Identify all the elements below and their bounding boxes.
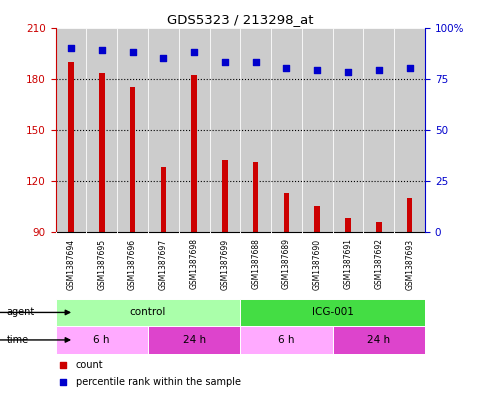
Text: 6 h: 6 h — [94, 335, 110, 345]
Bar — [284, 193, 289, 232]
Bar — [160, 167, 166, 232]
Bar — [407, 198, 412, 232]
Point — [190, 49, 198, 55]
Point — [67, 45, 75, 51]
Bar — [302, 28, 333, 232]
Bar — [68, 62, 74, 232]
Bar — [117, 28, 148, 232]
Text: GSM1387689: GSM1387689 — [282, 239, 291, 289]
Text: 24 h: 24 h — [367, 335, 390, 345]
Bar — [148, 326, 241, 354]
Text: GSM1387695: GSM1387695 — [97, 239, 106, 290]
Text: GSM1387690: GSM1387690 — [313, 239, 322, 290]
Bar — [99, 73, 104, 232]
Bar — [56, 28, 86, 232]
Bar — [86, 28, 117, 232]
Text: GSM1387696: GSM1387696 — [128, 239, 137, 290]
Bar — [376, 222, 382, 232]
Bar — [241, 299, 425, 326]
Bar — [179, 28, 210, 232]
Title: GDS5323 / 213298_at: GDS5323 / 213298_at — [167, 13, 313, 26]
Text: GSM1387698: GSM1387698 — [190, 239, 199, 289]
Bar — [222, 160, 227, 232]
Bar — [56, 326, 148, 354]
Text: GSM1387697: GSM1387697 — [159, 239, 168, 290]
Text: 24 h: 24 h — [183, 335, 206, 345]
Text: GSM1387699: GSM1387699 — [220, 239, 229, 290]
Point — [159, 55, 167, 61]
Bar — [253, 162, 258, 232]
Bar — [130, 87, 135, 232]
Point — [406, 65, 413, 72]
Text: 6 h: 6 h — [278, 335, 295, 345]
Point — [59, 379, 67, 385]
Bar — [148, 28, 179, 232]
Point — [344, 69, 352, 75]
Point — [98, 47, 106, 53]
Text: agent: agent — [6, 307, 34, 318]
Bar — [271, 28, 302, 232]
Point — [313, 67, 321, 73]
Bar — [394, 28, 425, 232]
Bar — [333, 326, 425, 354]
Text: GSM1387691: GSM1387691 — [343, 239, 353, 289]
Point — [375, 67, 383, 73]
Bar — [345, 218, 351, 232]
Bar — [210, 28, 240, 232]
Text: percentile rank within the sample: percentile rank within the sample — [76, 377, 241, 387]
Bar — [56, 299, 241, 326]
Text: GSM1387688: GSM1387688 — [251, 239, 260, 289]
Bar — [241, 326, 333, 354]
Bar — [364, 28, 394, 232]
Text: ICG-001: ICG-001 — [312, 307, 354, 318]
Bar — [240, 28, 271, 232]
Bar — [191, 75, 197, 232]
Point — [252, 59, 259, 65]
Bar — [333, 28, 364, 232]
Point — [128, 49, 136, 55]
Text: count: count — [76, 360, 103, 371]
Text: time: time — [6, 335, 28, 345]
Point — [221, 59, 229, 65]
Text: GSM1387694: GSM1387694 — [67, 239, 75, 290]
Text: control: control — [130, 307, 166, 318]
Bar — [314, 206, 320, 232]
Text: GSM1387693: GSM1387693 — [405, 239, 414, 290]
Text: GSM1387692: GSM1387692 — [374, 239, 384, 289]
Point — [283, 65, 290, 72]
Point — [59, 362, 67, 369]
